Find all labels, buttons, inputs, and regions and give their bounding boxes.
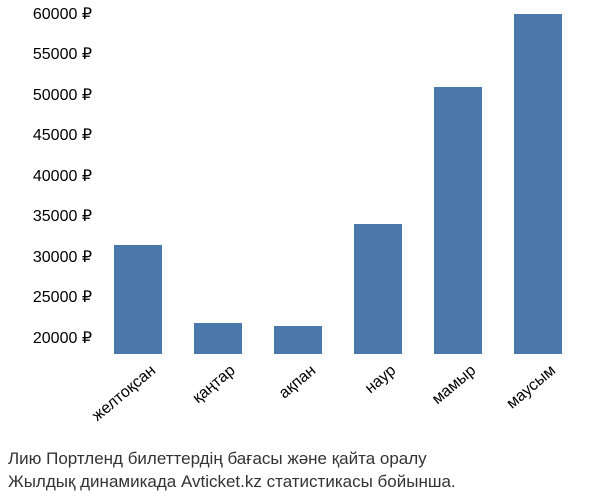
y-tick-label: 40000 ₽ (33, 166, 92, 186)
y-tick-label: 35000 ₽ (33, 206, 92, 226)
chart-caption: Лию Портленд билеттердің бағасы және қай… (8, 448, 456, 494)
x-tick-label: желтоқсан (89, 362, 160, 425)
price-chart: 20000 ₽ 25000 ₽ 30000 ₽ 35000 ₽ 40000 ₽ 45000… (0, 0, 600, 500)
y-tick-label: 60000 ₽ (33, 4, 92, 24)
y-tick-label: 25000 ₽ (33, 287, 92, 307)
y-tick-label: 45000 ₽ (33, 125, 92, 145)
y-tick-label: 30000 ₽ (33, 247, 92, 267)
y-tick-label: 55000 ₽ (33, 44, 92, 64)
x-tick-label: маусым (504, 362, 560, 413)
bar (114, 245, 162, 354)
x-tick-label: мамыр (429, 362, 480, 409)
caption-line-2: Жылдық динамикада Avticket.kz статистика… (8, 471, 456, 494)
y-tick-label: 20000 ₽ (33, 328, 92, 348)
bar (434, 87, 482, 354)
x-tick-label: қаңтар (190, 362, 240, 408)
x-tick-label: наур (362, 362, 400, 398)
y-tick-label: 50000 ₽ (33, 85, 92, 105)
x-tick-label: ақпан (276, 362, 320, 403)
bar (274, 326, 322, 354)
plot-area: 20000 ₽25000 ₽30000 ₽35000 ₽40000 ₽45000… (98, 14, 578, 354)
bar (514, 14, 562, 354)
bar (194, 323, 242, 354)
caption-line-1: Лию Портленд билеттердің бағасы және қай… (8, 448, 456, 471)
bar (354, 224, 402, 354)
